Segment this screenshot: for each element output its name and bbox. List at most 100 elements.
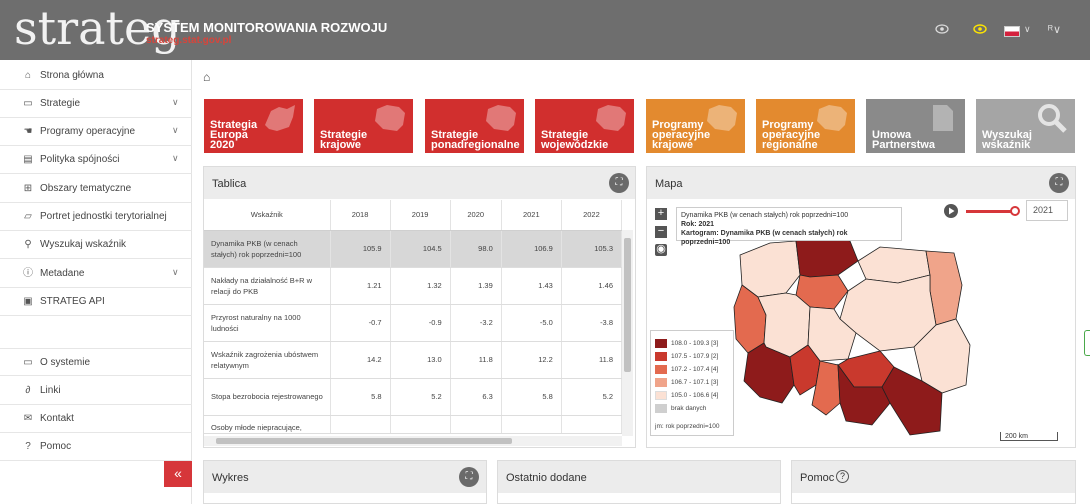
panel-header: Tablica ⛶	[204, 167, 635, 199]
tile-programy-regionalne[interactable]: Programy operacyjne regionalne	[756, 99, 855, 153]
column-header[interactable]: 2018	[330, 200, 391, 231]
column-header[interactable]: Wskaźnik	[204, 200, 331, 231]
logo[interactable]: strateg	[14, 1, 181, 55]
table-cell	[330, 415, 391, 434]
sidebar-item-polityka[interactable]: ▤ Polityka spójności ∨	[0, 146, 192, 174]
sidebar-item-obszary[interactable]: ⊞ Obszary tematyczne	[0, 175, 192, 203]
sidebar-item-o-systemie[interactable]: ▭ O systemie	[0, 348, 192, 376]
panel-header: Wykres ⛶	[204, 461, 486, 493]
column-header[interactable]: 2021	[501, 200, 562, 231]
tile-strategie-ponadregionalne[interactable]: Strategie ponadregionalne	[425, 99, 524, 153]
panel-title: Wykres	[212, 472, 249, 484]
indicator-name: Osoby młode niepracujące,	[204, 415, 331, 434]
expand-icon[interactable]: ⛶	[459, 467, 479, 487]
panel-title: Tablica	[212, 178, 247, 190]
sidebar-item-linki[interactable]: ∂ Linki	[0, 377, 192, 405]
panel-header: Mapa ⛶	[647, 167, 1075, 199]
table-vertical-scrollbar[interactable]	[622, 230, 633, 436]
play-icon[interactable]	[944, 204, 958, 218]
tooltip-line: Dynamika PKB (w cenach stałych) rok popr…	[681, 212, 849, 219]
year-slider-handle[interactable]	[1010, 206, 1020, 216]
table-row[interactable]: Wskaźnik zagrożenia ubóstwem relatywnym …	[204, 341, 623, 379]
tile-strategia-europa-2020[interactable]: Strategia Europa 2020	[204, 99, 303, 153]
contrast-eye-icon[interactable]	[973, 22, 987, 36]
region-podkarpackie	[881, 366, 943, 436]
table-cell: 11.8	[561, 341, 623, 379]
tile-wyszukaj-wskaznik[interactable]: Wyszukaj wskaźnik	[976, 99, 1075, 153]
scrollbar-thumb[interactable]	[216, 438, 512, 444]
sidebar-item-programy[interactable]: ☚ Programy operacyjne ∨	[0, 118, 192, 146]
help-icon[interactable]: ?	[836, 470, 849, 483]
sidebar-item-metadane[interactable]: ⓘ Metadane ∨	[0, 260, 192, 288]
table-header-row: Wskaźnik 2018 2019 2020 2021 2022	[204, 200, 623, 231]
sidebar-collapse-button[interactable]: «	[164, 461, 192, 487]
sidebar-item-label: Polityka spójności	[40, 154, 120, 165]
expand-icon[interactable]: ⛶	[609, 173, 629, 193]
indicator-name: Wskaźnik zagrożenia ubóstwem relatywnym	[204, 341, 331, 379]
year-field[interactable]: 2021	[1026, 200, 1068, 221]
grid-icon: ⊞	[23, 183, 33, 194]
scrollbar-thumb[interactable]	[624, 238, 631, 372]
year-slider[interactable]	[966, 210, 1016, 213]
language-flag-icon[interactable]	[1004, 26, 1020, 37]
locate-icon[interactable]: ◉	[655, 243, 667, 256]
table-cell: -3.2	[450, 304, 502, 342]
column-header[interactable]: 2019	[390, 200, 451, 231]
sidebar-item-label: Metadane	[40, 268, 85, 279]
tile-label: Umowa Partnerstwa	[872, 129, 935, 151]
top-header: strateg SYSTEM MONITOROWANIA ROZWOJU str…	[0, 0, 1090, 60]
tile-strategie-krajowe[interactable]: Strategie krajowe	[314, 99, 413, 153]
poland-regions-icon	[596, 105, 626, 131]
chevron-down-icon: ∨	[172, 267, 179, 277]
breadcrumb-home-icon[interactable]: ⌂	[203, 70, 211, 84]
tile-programy-krajowe[interactable]: Programy operacyjne krajowe	[646, 99, 745, 153]
home-icon: ⌂	[24, 70, 32, 81]
side-feedback-tab[interactable]	[1084, 330, 1090, 356]
sidebar-item-label: Programy operacyjne	[40, 126, 136, 137]
table-cell: 1.32	[390, 267, 451, 305]
zoom-in-button[interactable]: +	[655, 208, 667, 220]
map-tooltip: Dynamika PKB (w cenach stałych) rok popr…	[676, 207, 902, 246]
table-row[interactable]: Dynamika PKB (w cenach stałych) rok popr…	[204, 230, 623, 268]
sidebar-item-home[interactable]: ⌂ Strona główna	[0, 62, 192, 90]
user-icon[interactable]: ᴿ∨	[1048, 24, 1062, 36]
sidebar-item-kontakt[interactable]: ✉ Kontakt	[0, 405, 192, 433]
table-row[interactable]: Stopa bezrobocia rejestrowanego 5.8 5.2 …	[204, 378, 623, 416]
search-icon	[1038, 104, 1067, 133]
folder-icon: ▭	[23, 98, 33, 109]
ostatnio-panel: Ostatnio dodane	[497, 460, 781, 504]
tile-label: Programy operacyjne regionalne	[762, 119, 821, 151]
table-cell: -0.7	[330, 304, 391, 342]
table-cell	[501, 415, 562, 434]
zoom-out-button[interactable]: −	[655, 226, 667, 238]
column-header[interactable]: 2022	[561, 200, 623, 231]
sidebar-item-strategie[interactable]: ▭ Strategie ∨	[0, 90, 192, 118]
expand-icon[interactable]: ⛶	[1049, 173, 1069, 193]
hand-icon: ☚	[23, 126, 33, 137]
tile-umowa-partnerstwa[interactable]: Umowa Partnerstwa	[866, 99, 965, 153]
help-icon: ?	[25, 441, 31, 452]
poland-map-icon	[707, 105, 737, 131]
panel-header: Pomoc ?	[792, 461, 1075, 493]
sidebar-item-portret[interactable]: ▱ Portret jednostki terytorialnej	[0, 203, 192, 231]
sidebar-item-label: Strona główna	[40, 70, 104, 81]
sidebar-item-label: Obszary tematyczne	[40, 183, 132, 194]
eye-icon[interactable]	[935, 22, 949, 36]
table-cell: 14.2	[330, 341, 391, 379]
sidebar-item-api[interactable]: ▣ STRATEG API	[0, 288, 192, 316]
tile-label: Strategie wojewódzkie	[541, 129, 609, 151]
chevron-down-icon[interactable]: ∨	[1024, 24, 1031, 34]
system-title: SYSTEM MONITOROWANIA ROZWOJU	[146, 20, 388, 35]
table-row[interactable]: Nakłady na działalność B+R w relacji do …	[204, 267, 623, 305]
sidebar-item-label: Kontakt	[40, 413, 74, 424]
table-row[interactable]: Osoby młode niepracujące,	[204, 415, 623, 434]
table-row[interactable]: Przyrost naturalny na 1000 ludności -0.7…	[204, 304, 623, 342]
sidebar-item-pomoc[interactable]: ? Pomoc	[0, 433, 192, 461]
table-cell	[561, 415, 623, 434]
table-cell	[450, 415, 502, 434]
table-horizontal-scrollbar[interactable]	[204, 436, 622, 446]
table-cell: 104.5	[390, 230, 451, 268]
tile-strategie-wojewodzkie[interactable]: Strategie wojewódzkie	[535, 99, 634, 153]
column-header[interactable]: 2020	[450, 200, 502, 231]
sidebar-item-wyszukaj[interactable]: ⚲ Wyszukaj wskaźnik	[0, 231, 192, 259]
